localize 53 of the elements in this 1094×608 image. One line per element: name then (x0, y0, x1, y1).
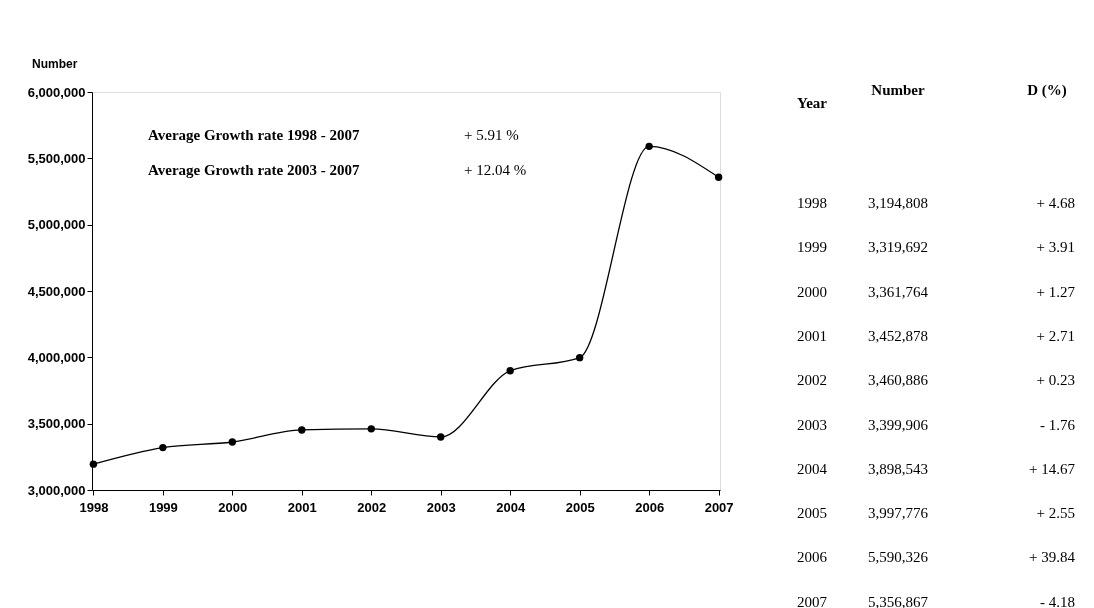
text: 3,452,878 (868, 327, 928, 344)
annotation: Average Growth rate 1998 - 2007 (148, 127, 360, 143)
text: + 39.84 (1029, 549, 1076, 566)
x-tick-label: 2003 (426, 499, 456, 515)
text: + 1.27 (1036, 283, 1076, 300)
category-label: 2002 (797, 372, 827, 389)
x-tick-label: 2006 (635, 499, 665, 515)
text: 3,898,543 (868, 460, 928, 477)
x-tick-label: 2000 (218, 499, 248, 515)
text: + 4.68 (1036, 195, 1075, 211)
text: 5,590,326 (868, 549, 929, 566)
annotation: + 5.91 % (464, 127, 519, 143)
text: 3,194,808 (868, 195, 928, 211)
y-axis-title: Number (32, 57, 78, 71)
x-tick-label: 1999 (148, 499, 178, 515)
y-tick-label: 4,500,000 (27, 283, 86, 299)
text: Number (871, 82, 926, 98)
y-tick-label: 3,500,000 (27, 416, 86, 432)
text: 3,319,692 (868, 239, 928, 256)
category-label: 2007 (797, 593, 827, 608)
text: - 1.76 (1040, 416, 1076, 433)
x-tick-label: 1998 (79, 499, 109, 515)
y-tick-label: 3,000,000 (27, 482, 86, 498)
annotation: Average Growth rate 2003 - 2007 (148, 162, 360, 178)
category-label: 2003 (797, 416, 827, 433)
x-tick-label: 2002 (357, 499, 387, 515)
text: 3,361,764 (868, 283, 929, 300)
text: + 3.91 (1036, 239, 1075, 256)
category-label: 1999 (797, 239, 827, 256)
text: 3,997,776 (868, 505, 929, 522)
text: 3,460,886 (868, 372, 929, 389)
category-label: 2004 (797, 460, 827, 477)
text: + 0.23 (1036, 372, 1075, 389)
annotation: + 12.04 % (464, 162, 527, 178)
x-tick-label: 2005 (565, 499, 595, 515)
text: - 4.18 (1040, 593, 1075, 608)
text: Year (797, 95, 828, 111)
text: + 14.67 (1029, 460, 1076, 477)
category-label: 2000 (797, 283, 827, 300)
y-tick-label: 4,000,000 (27, 349, 86, 365)
text: D (%) (1027, 82, 1067, 99)
y-tick-label: 5,000,000 (27, 217, 86, 233)
text: + 2.55 (1036, 505, 1075, 522)
y-tick-label: 5,500,000 (27, 150, 86, 166)
x-tick-label: 2004 (496, 499, 526, 515)
category-label: 2001 (797, 327, 827, 344)
category-label: 1998 (797, 195, 827, 211)
category-label: 2006 (797, 549, 827, 566)
x-tick-label: 2007 (704, 499, 734, 515)
text: + 2.71 (1036, 327, 1075, 344)
x-tick-label: 2001 (287, 499, 317, 515)
text: 3,399,906 (868, 416, 929, 433)
y-tick-label: 6,000,000 (27, 84, 86, 100)
